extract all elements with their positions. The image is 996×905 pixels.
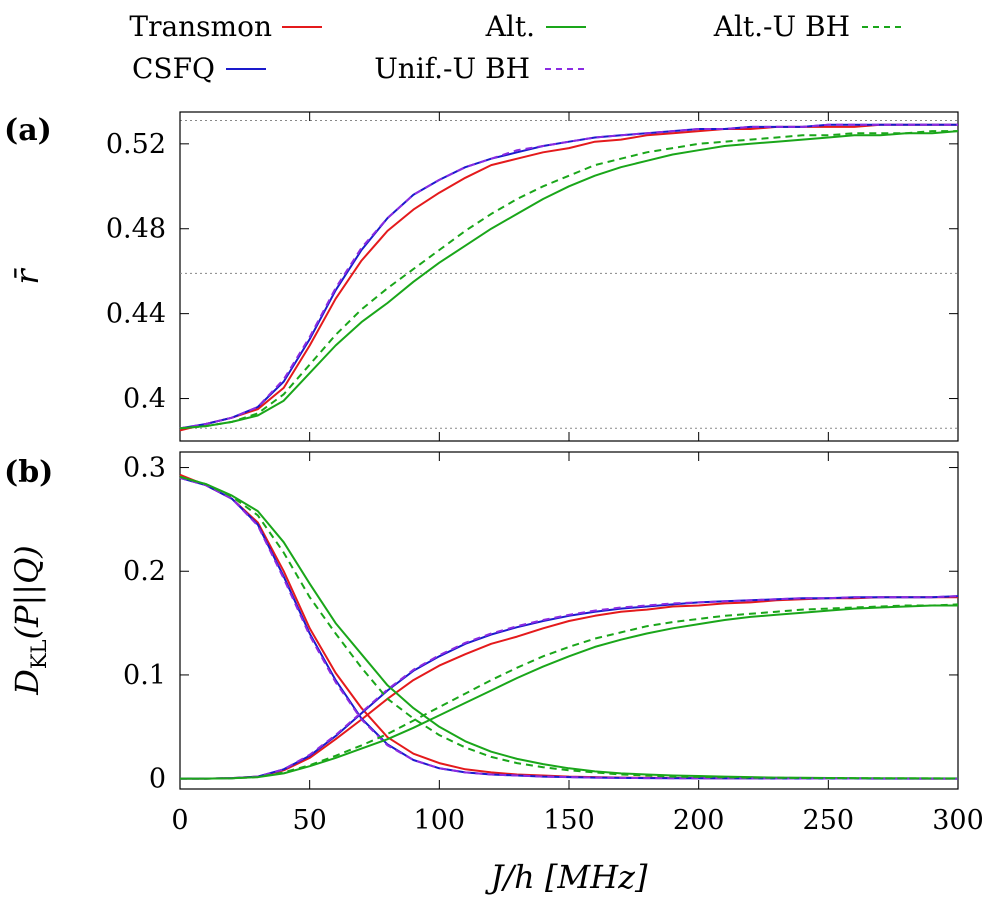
x-tick-label: 200 [673, 805, 725, 836]
legend-label-alt-u-bh: Alt.-U BH [713, 10, 850, 43]
x-tick-label: 300 [932, 805, 984, 836]
panel-b-ticks [179, 452, 959, 789]
x-tick-label: 0 [171, 805, 188, 836]
panel-b-ylabel-args: (P||Q) [8, 545, 46, 639]
legend-label-csfq: CSFQ [132, 52, 215, 85]
series-line-transmon [179, 123, 958, 432]
x-tick-label: 100 [414, 805, 466, 836]
series-line-unif-u-bh-vs-poisson [180, 595, 959, 780]
panel-b-xtick-labels: 0 50 100 150 200 250 300 [171, 805, 983, 836]
series-line-unif-u-bh [179, 123, 958, 430]
panel-a-ticks [179, 112, 959, 441]
panel-b: (b) DKL(P||Q) 0 0.1 0.2 0.3 0 50 100 150 200 250… [4, 451, 984, 836]
panel-b-series [179, 473, 959, 780]
panel-a-label: (a) [4, 113, 52, 148]
x-tick-label: 150 [543, 805, 595, 836]
panel-b-ylabel: DKL(P||Q) [8, 545, 51, 696]
series-line-alt-u-bh-vs-goe [179, 475, 959, 780]
legend-label-transmon: Transmon [129, 10, 272, 43]
panel-b-label: (b) [4, 455, 53, 490]
panel-b-ylabel-main: D [8, 669, 46, 696]
series-line-alt-u-bh [179, 130, 958, 430]
x-axis-title: J/h [MHz] [485, 858, 648, 896]
y-tick-label: 0.44 [106, 299, 166, 330]
legend: Transmon CSFQ Alt. Unif.-U BH Alt.-U BH [129, 10, 902, 85]
y-tick-label: 0.2 [123, 556, 166, 587]
legend-label-unif-u-bh: Unif.-U BH [374, 52, 530, 85]
panel-a-ylabel: r̄ [8, 268, 46, 285]
panel-a-ytick-labels: 0.4 0.44 0.48 0.52 [106, 129, 166, 415]
y-tick-label: 0.52 [106, 129, 166, 160]
y-tick-label: 0.48 [106, 214, 166, 245]
y-tick-label: 0 [149, 764, 166, 795]
y-tick-label: 0.4 [123, 384, 166, 415]
series-line-transmon-vs-poisson [180, 596, 958, 780]
series-line-csfq-vs-poisson [180, 595, 959, 780]
legend-label-alt: Alt. [485, 10, 535, 43]
series-line-alt-vs-goe [179, 475, 958, 780]
panel-a-series [179, 123, 959, 432]
panel-b-ylabel-sub: KL [27, 639, 51, 669]
series-line-unif-u-bh-vs-goe [179, 476, 958, 780]
panel-a-frame [179, 111, 959, 442]
y-tick-label: 0.1 [123, 660, 166, 691]
series-line-alt [179, 130, 959, 430]
series-line-csfq-vs-goe [179, 476, 958, 780]
panel-a: (a) r̄ 0.4 0.44 0.48 0.52 [4, 111, 959, 442]
series-line-alt-vs-poisson [180, 604, 958, 780]
x-tick-label: 50 [292, 805, 326, 836]
y-tick-label: 0.3 [123, 453, 166, 484]
x-tick-label: 250 [803, 805, 855, 836]
series-line-alt-u-bh-vs-poisson [180, 603, 959, 780]
panel-b-ytick-labels: 0 0.1 0.2 0.3 [123, 453, 166, 795]
series-line-transmon-vs-goe [179, 473, 958, 780]
panel-a-reference-lines [180, 119, 958, 429]
series-line-csfq [179, 123, 958, 430]
